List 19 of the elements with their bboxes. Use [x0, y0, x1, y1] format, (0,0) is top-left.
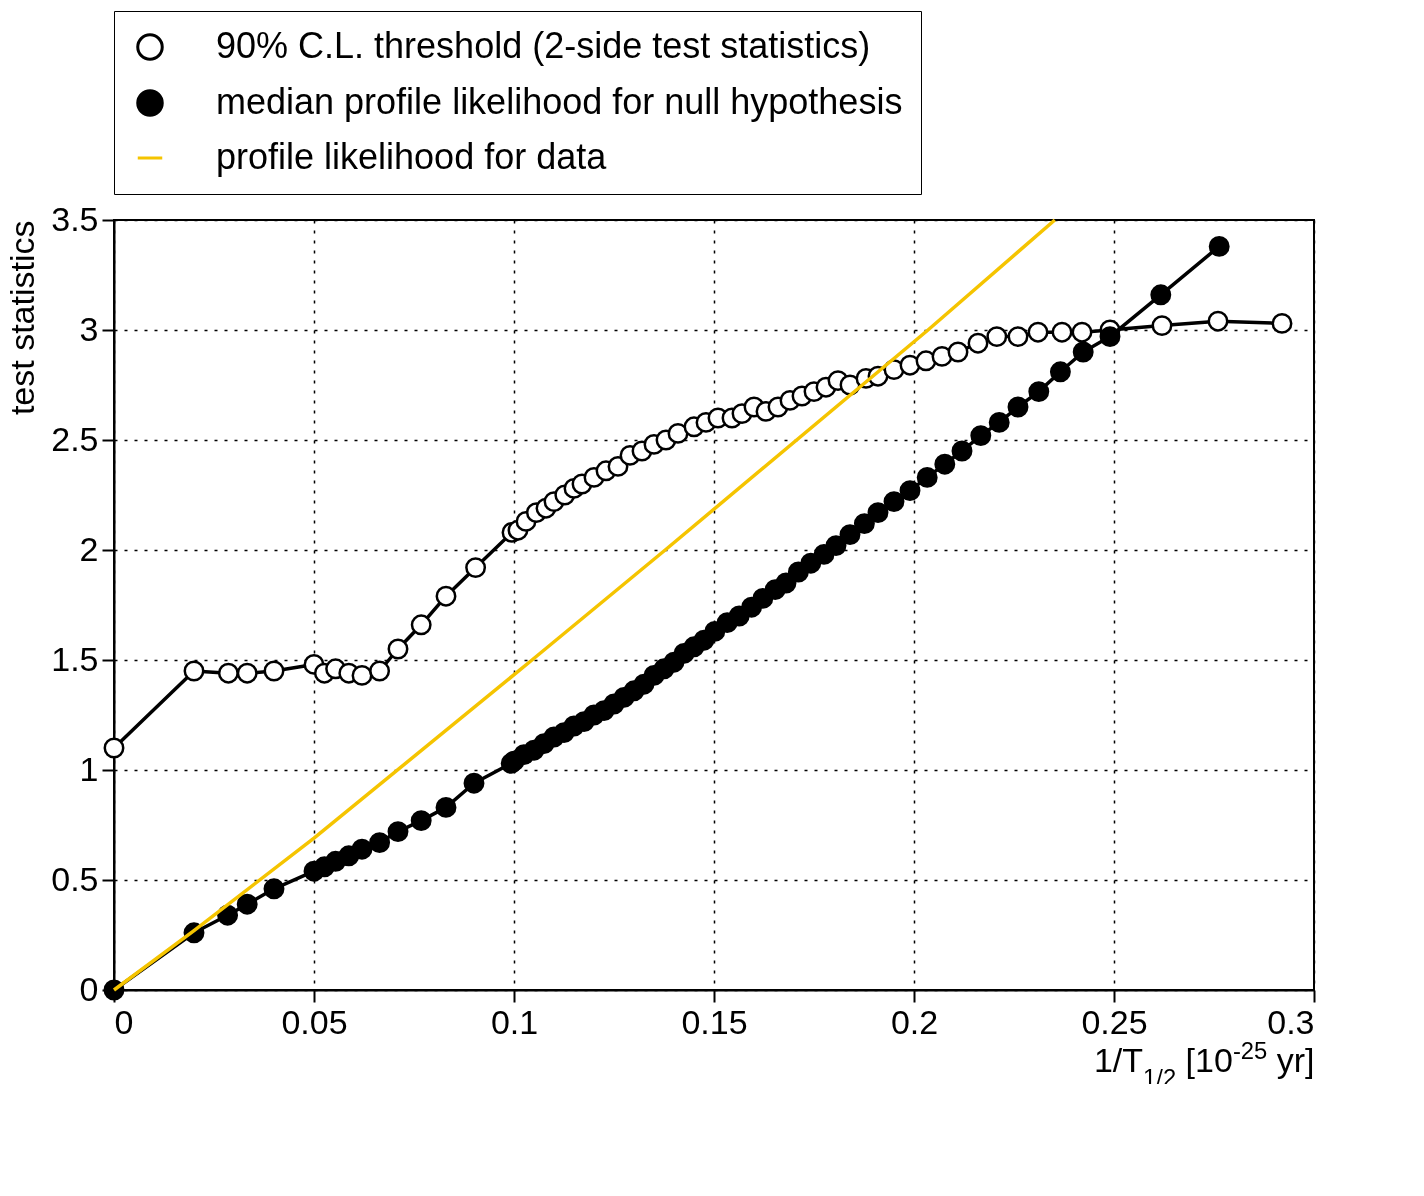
y-tick-label: 3.5 — [51, 199, 99, 238]
x-tick-label: 0.3 — [1267, 1002, 1315, 1041]
legend-label: 90% C.L. threshold (2-side test statistics) — [216, 25, 871, 66]
x-tick-label: 0 — [114, 1002, 134, 1041]
y-tick-label: 2 — [79, 529, 99, 568]
legend-label: profile likelihood for data — [216, 136, 608, 177]
x-tick-label: 0.05 — [281, 1002, 348, 1041]
y-tick-label: 1 — [79, 749, 99, 788]
x-tick-label: 0.1 — [490, 1002, 539, 1041]
y-tick-label: 2.5 — [51, 419, 99, 458]
y-tick-label: 3 — [79, 309, 99, 348]
y-tick-label: 0 — [79, 969, 99, 1008]
y-axis-title: test statistics — [3, 220, 42, 416]
y-tick-label: 0.5 — [51, 859, 99, 898]
legend-label: median profile likelihood for null hypothesis — [216, 81, 903, 122]
x-tick-label: 0.2 — [890, 1002, 939, 1041]
x-tick-label: 0.25 — [1081, 1002, 1148, 1041]
y-tick-label: 1.5 — [51, 639, 99, 678]
x-tick-label: 0.15 — [681, 1002, 748, 1041]
